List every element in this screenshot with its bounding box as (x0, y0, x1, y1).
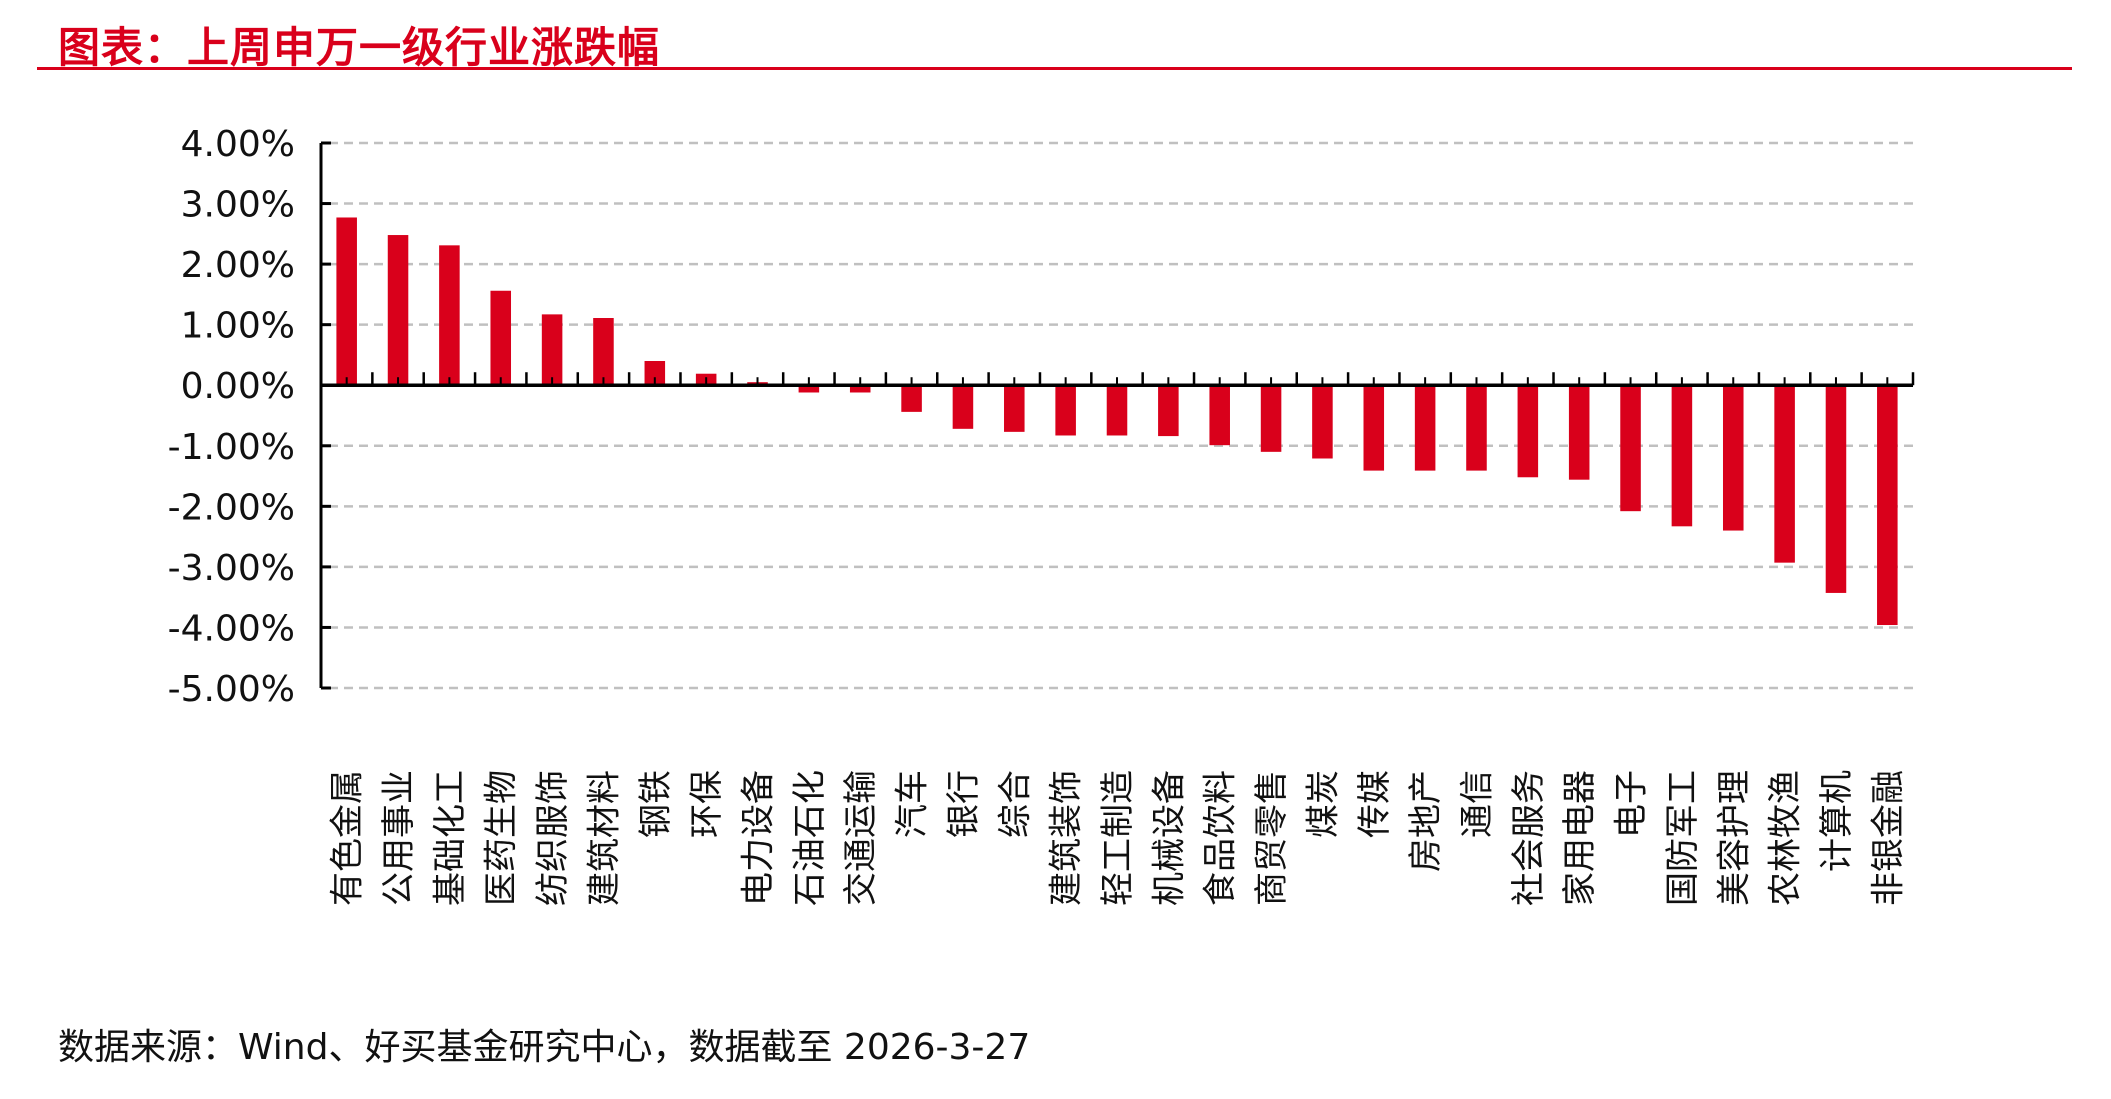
x-tick-label: 建筑材料 (584, 770, 624, 906)
bar-基础化工 (439, 245, 460, 386)
x-tick-label: 交通运输 (841, 770, 881, 906)
x-tick-label: 公用事业 (379, 770, 419, 906)
y-tick-label: 3.00% (181, 185, 295, 226)
x-tick-label: 石油石化 (790, 770, 830, 906)
title-divider (37, 67, 2072, 70)
bar-汽车 (901, 385, 922, 412)
bar-有色金属 (336, 217, 357, 386)
bar-食品饮料 (1209, 385, 1230, 446)
x-tick-label: 汽车 (893, 770, 933, 838)
x-tick-label: 美容护理 (1714, 770, 1754, 906)
bar-交通运输 (849, 385, 871, 393)
x-tick-label: 社会服务 (1509, 770, 1549, 906)
bar-建筑装饰 (1055, 385, 1076, 436)
bar-纺织服饰 (541, 314, 563, 386)
bar-煤炭 (1312, 385, 1333, 459)
bar-银行 (952, 385, 974, 429)
x-tick-label: 煤炭 (1303, 770, 1343, 838)
x-tick-label: 家用电器 (1560, 770, 1600, 906)
x-tick-label: 医药生物 (482, 770, 522, 906)
bar-计算机 (1825, 385, 1847, 593)
x-tick-label: 有色金属 (328, 770, 368, 906)
y-tick-label: 0.00% (181, 366, 295, 407)
x-tick-label: 农林牧渔 (1766, 770, 1806, 906)
x-tick-label: 基础化工 (430, 770, 470, 906)
bar-电子 (1620, 385, 1641, 512)
x-tick-label: 电子 (1612, 770, 1652, 838)
bar-通信 (1466, 385, 1487, 471)
x-tick-label: 传媒 (1355, 770, 1395, 838)
y-tick-label: 4.00% (181, 124, 295, 165)
bar-家用电器 (1568, 385, 1590, 480)
x-tick-label: 食品饮料 (1201, 770, 1241, 906)
bar-非银金融 (1877, 385, 1898, 626)
bar-国防军工 (1671, 385, 1693, 527)
x-tick-label: 电力设备 (739, 770, 779, 906)
bar-石油石化 (798, 385, 820, 393)
bar-轻工制造 (1106, 385, 1128, 436)
x-tick-label: 银行 (944, 770, 984, 838)
x-tick-label: 机械设备 (1149, 770, 1189, 906)
chart-title: 图表：上周申万一级行业涨跌幅 (58, 23, 661, 72)
x-tick-label: 环保 (687, 770, 727, 838)
bar-钢铁 (644, 361, 666, 386)
bar-医药生物 (490, 290, 512, 386)
x-tick-label: 国防军工 (1663, 770, 1703, 906)
x-tick-label: 房地产 (1406, 770, 1446, 872)
x-tick-label: 钢铁 (636, 770, 676, 838)
bar-房地产 (1414, 385, 1436, 471)
data-source-note: 数据来源：Wind、好买基金研究中心，数据截至 2026-3-27 (58, 1027, 1031, 1068)
x-tick-label: 纺织服饰 (533, 770, 573, 906)
y-tick-label: -1.00% (168, 427, 295, 468)
bar-社会服务 (1517, 385, 1539, 478)
y-tick-label: 2.00% (181, 245, 295, 286)
y-tick-label: -3.00% (168, 548, 295, 589)
bar-机械设备 (1158, 385, 1179, 437)
bar-美容护理 (1722, 385, 1744, 531)
bar-公用事业 (387, 235, 409, 386)
x-tick-label: 商贸零售 (1252, 770, 1292, 906)
x-tick-label: 计算机 (1817, 770, 1857, 872)
y-tick-label: -5.00% (168, 669, 295, 710)
bar-传媒 (1363, 385, 1385, 471)
y-tick-label: 1.00% (181, 306, 295, 347)
y-tick-label: -4.00% (168, 608, 295, 649)
x-tick-label: 非银金融 (1868, 770, 1908, 906)
bar-商贸零售 (1260, 385, 1282, 452)
x-tick-label: 综合 (995, 770, 1035, 838)
bar-综合 (1004, 385, 1025, 432)
bar-建筑材料 (593, 318, 614, 386)
bar-农林牧渔 (1774, 385, 1795, 563)
x-tick-label: 轻工制造 (1098, 770, 1138, 906)
x-tick-label: 建筑装饰 (1047, 770, 1087, 906)
x-tick-label: 通信 (1457, 770, 1497, 838)
y-tick-label: -2.00% (168, 487, 295, 528)
